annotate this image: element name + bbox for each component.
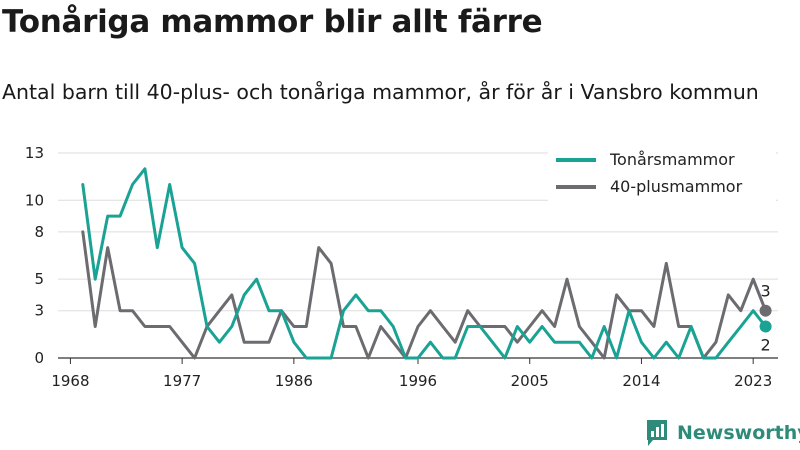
newsworthy-brand: Newsworthy (645, 420, 800, 446)
x-tick-label: 2023 (734, 372, 772, 390)
end-marker-40plus (759, 304, 772, 317)
legend-label-teenage: Tonårsmammor (609, 150, 735, 169)
x-tick-label: 2014 (622, 372, 660, 390)
x-tick-label: 1977 (163, 372, 201, 390)
x-tick-label: 1968 (51, 372, 89, 390)
series-lines (81, 167, 768, 360)
x-tick-label: 1996 (399, 372, 437, 390)
end-value-label: 2 (760, 335, 770, 354)
x-tick-label: 2005 (511, 372, 549, 390)
series-line-teenage (81, 167, 768, 360)
y-tick-label: 13 (25, 144, 44, 162)
legend-label-40plus: 40-plusmammor (610, 177, 743, 196)
chart-subtitle: Antal barn till 40-plus- och tonåriga ma… (2, 80, 759, 104)
y-tick-label: 10 (25, 191, 44, 209)
y-tick-label: 5 (34, 270, 44, 288)
end-value-label: 3 (760, 282, 770, 301)
series-line-40plus (81, 230, 768, 360)
brand-name: Newsworthy (677, 422, 800, 444)
x-axis-ticks: 1968 1977 1986 1996 2005 2014 2023 (51, 358, 772, 390)
y-axis-ticks: 0 3 5 8 10 13 (25, 144, 44, 367)
legend: Tonårsmammor 40-plusmammor (548, 142, 776, 210)
y-tick-label: 3 (34, 302, 44, 320)
y-tick-label: 8 (34, 223, 44, 241)
x-tick-label: 1986 (275, 372, 313, 390)
end-marker-teenage (759, 320, 772, 333)
end-markers: 23 (759, 282, 772, 354)
chart-title: Tonåriga mammor blir allt färre (2, 4, 543, 40)
legend-background (548, 142, 776, 210)
newsworthy-logo-icon (647, 420, 667, 446)
y-tick-label: 0 (34, 349, 44, 367)
